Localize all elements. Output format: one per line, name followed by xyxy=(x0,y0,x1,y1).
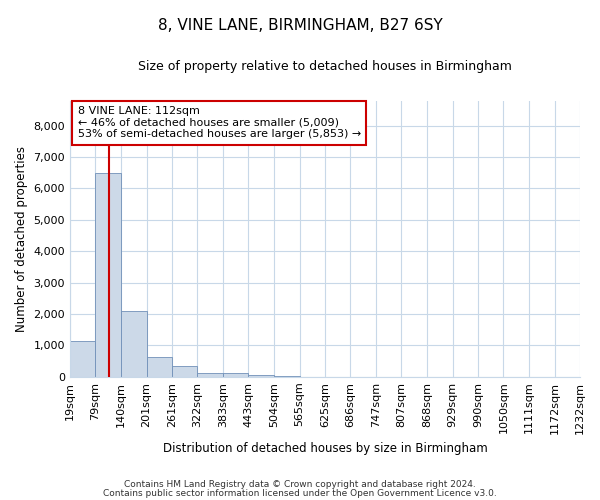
Bar xyxy=(223,374,248,377)
X-axis label: Distribution of detached houses by size in Birmingham: Distribution of detached houses by size … xyxy=(163,442,487,455)
Y-axis label: Number of detached properties: Number of detached properties xyxy=(15,146,28,332)
Bar xyxy=(146,358,172,377)
Bar xyxy=(172,366,197,377)
Bar xyxy=(121,311,146,377)
Text: 8, VINE LANE, BIRMINGHAM, B27 6SY: 8, VINE LANE, BIRMINGHAM, B27 6SY xyxy=(158,18,442,32)
Title: Size of property relative to detached houses in Birmingham: Size of property relative to detached ho… xyxy=(138,60,512,73)
Bar xyxy=(70,340,95,377)
Bar xyxy=(95,173,121,377)
Bar xyxy=(248,375,274,377)
Text: 8 VINE LANE: 112sqm
← 46% of detached houses are smaller (5,009)
53% of semi-det: 8 VINE LANE: 112sqm ← 46% of detached ho… xyxy=(77,106,361,140)
Text: Contains public sector information licensed under the Open Government Licence v3: Contains public sector information licen… xyxy=(103,490,497,498)
Text: Contains HM Land Registry data © Crown copyright and database right 2024.: Contains HM Land Registry data © Crown c… xyxy=(124,480,476,489)
Bar xyxy=(197,372,223,377)
